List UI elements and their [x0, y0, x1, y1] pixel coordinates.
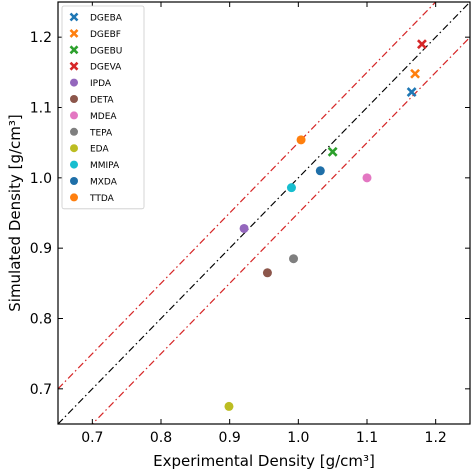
- x-tick-label: 0.7: [81, 430, 103, 446]
- legend-label-ttda: TTDA: [89, 194, 115, 204]
- legend-label-deta: DETA: [90, 96, 114, 106]
- legend-label-tepa: TEPA: [89, 128, 113, 138]
- legend-marker-dgebu: [69, 45, 79, 55]
- legend-marker-ipda: [70, 78, 78, 87]
- legend-marker-deta: [70, 95, 78, 103]
- data-point-ttda: [296, 135, 306, 145]
- data-point-ipda: [239, 223, 249, 233]
- legend-label-mdea: MDEA: [90, 112, 117, 122]
- plot-frame: [57, 1, 471, 425]
- data-points: [224, 39, 427, 411]
- data-point-eda: [224, 401, 234, 411]
- legend-frame: [61, 5, 145, 210]
- data-point-dgebu: [327, 146, 338, 157]
- data-point-mdea: [362, 173, 372, 183]
- reference-line-tolerance-upper: [58, 2, 437, 390]
- data-point-mxda: [315, 166, 325, 176]
- y-tick-label: 1.1: [30, 101, 52, 117]
- x-tick-label: 1.1: [356, 430, 378, 446]
- x-axis-ticks: 0.7 0.8 0.9 1.0 1.1 1.2: [81, 2, 447, 446]
- legend-label-eda: EDA: [90, 145, 109, 155]
- data-point-dgebf: [410, 68, 420, 79]
- x-tick-label: 0.9: [219, 430, 241, 446]
- reference-lines: [58, 2, 470, 424]
- legend-label-mxda: MXDA: [90, 178, 118, 188]
- x-tick-label: 1.0: [287, 430, 309, 446]
- data-point-deta: [262, 268, 272, 278]
- reference-line-identity: [58, 2, 470, 424]
- legend-label-dgebu: DGEBU: [90, 46, 122, 56]
- legend-label-dgebf: DGEBF: [90, 30, 121, 40]
- x-axis-label: Experimental Density [g/cm³]: [153, 452, 375, 470]
- data-point-mmipa: [286, 183, 296, 193]
- legend-label-ipda: IPDA: [90, 79, 112, 89]
- reference-line-tolerance-lower: [91, 36, 470, 424]
- legend-marker-tepa: [70, 127, 78, 136]
- legend-label-dgeva: DGEVA: [90, 63, 122, 73]
- data-point-dgeva: [417, 39, 427, 50]
- legend-marker-dgeva: [69, 61, 79, 71]
- y-tick-label: 0.8: [30, 312, 52, 328]
- y-tick-label: 1.0: [30, 171, 52, 187]
- y-axis-label: Simulated Density [g/cm³]: [6, 114, 24, 312]
- y-tick-label: 0.9: [30, 241, 52, 257]
- legend-marker-mmipa: [70, 160, 78, 169]
- legend-label-dgeba: DGEBA: [90, 14, 123, 24]
- data-point-dgeba: [406, 87, 417, 97]
- y-axis-ticks: 0.7 0.8 0.9 1.0 1.1 1.2: [30, 30, 470, 398]
- legend-marker-dgeba: [69, 12, 79, 22]
- legend: DGEBA DGEBF DGEBU DGEVA IPDA DETA MDEA TEPA EDA M…: [61, 5, 145, 210]
- y-tick-label: 1.2: [30, 30, 52, 46]
- legend-marker-ttda: [70, 193, 78, 202]
- legend-marker-mxda: [70, 177, 78, 185]
- legend-marker-dgebf: [69, 28, 79, 38]
- legend-label-mmipa: MMIPA: [90, 161, 120, 171]
- y-tick-label: 0.7: [30, 382, 52, 398]
- legend-marker-mdea: [70, 111, 78, 120]
- data-point-tepa: [289, 254, 299, 264]
- legend-marker-eda: [70, 144, 78, 153]
- x-tick-label: 1.2: [425, 430, 447, 446]
- x-tick-label: 0.8: [150, 430, 172, 446]
